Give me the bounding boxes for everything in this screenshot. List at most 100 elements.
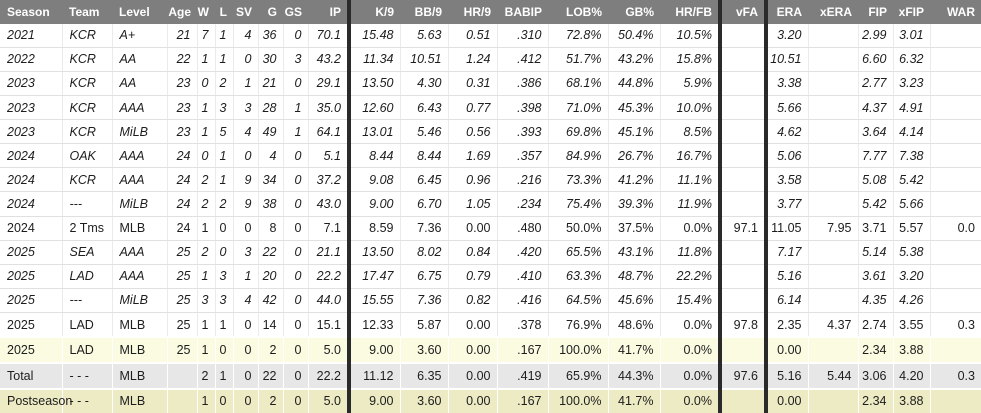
- cell-gb-pct: 39.3%: [608, 191, 661, 217]
- cell-fip: 5.14: [858, 240, 894, 265]
- column-header-babip[interactable]: BABIP: [497, 0, 548, 24]
- column-header-w[interactable]: W: [197, 0, 215, 24]
- cell-age: 24: [167, 216, 198, 241]
- column-header-xfip[interactable]: xFIP: [893, 0, 930, 24]
- cell-era: 11.05: [766, 216, 809, 241]
- cell-gs: 0: [283, 288, 309, 314]
- cell-gb-pct: 48.7%: [608, 264, 661, 289]
- cell-gs: 3: [283, 47, 309, 72]
- cell-vfa: [718, 387, 768, 413]
- cell-g: 8: [258, 216, 284, 241]
- cell-hrfb: 0.0%: [660, 336, 721, 364]
- cell-lob-pct: 84.9%: [548, 143, 609, 169]
- cell-age: 23: [167, 95, 198, 121]
- cell-hr9: 0.00: [448, 387, 498, 413]
- cell-hr9: 0.84: [448, 240, 498, 265]
- column-header-hrfb[interactable]: HR/FB: [660, 0, 720, 24]
- cell-season: 2025: [0, 240, 63, 265]
- cell-era: 7.17: [766, 240, 809, 265]
- column-header-era[interactable]: ERA: [766, 0, 808, 24]
- column-header-team[interactable]: Team: [62, 0, 112, 24]
- cell-w: 1: [197, 95, 216, 121]
- cell-gb-pct: 41.7%: [608, 336, 661, 364]
- cell-season: 2024: [0, 191, 63, 217]
- cell-hr9: 0.82: [448, 288, 498, 314]
- column-header-l[interactable]: L: [215, 0, 233, 24]
- table-row: 2023 KCR MiLB 23 1 5 4 49 1 64.1 13.01 5.46 0.56.393…: [0, 119, 981, 145]
- column-header-level[interactable]: Level: [112, 0, 167, 24]
- column-header-xera[interactable]: xERA: [808, 0, 858, 24]
- cell-level: AA: [112, 47, 168, 72]
- cell-gb-pct: 43.1%: [608, 240, 661, 265]
- cell-age: 24: [167, 143, 198, 169]
- column-header-gs[interactable]: GS: [283, 0, 308, 24]
- cell-babip: .167: [497, 387, 549, 413]
- cell-war: [930, 191, 981, 217]
- cell-babip: .416: [497, 288, 549, 314]
- cell-war: [930, 167, 981, 193]
- cell-level: AAA: [112, 167, 168, 193]
- cell-babip: .310: [497, 24, 549, 48]
- column-header-age[interactable]: Age: [167, 0, 197, 24]
- table-row: 2024 KCR AAA 24 2 1 9 34 0 37.2 9.08 6.45 0.96.216 73…: [0, 167, 981, 193]
- column-header-fip[interactable]: FIP: [858, 0, 893, 24]
- cell-l: 1: [215, 312, 234, 338]
- cell-sv: 3: [233, 95, 259, 121]
- cell-ip: 22.2: [308, 264, 350, 289]
- cell-gb-pct: 41.7%: [608, 387, 661, 413]
- table-row: 2025 SEA AAA 25 2 0 3 22 0 21.1 13.50 8.02 0.84.420 6…: [0, 240, 981, 265]
- cell-xera: [808, 167, 859, 193]
- cell-bb9: 6.35: [400, 362, 449, 390]
- column-header-gb-pct[interactable]: GB%: [608, 0, 660, 24]
- column-header-season[interactable]: Season: [0, 0, 62, 24]
- cell-level: MiLB: [112, 119, 168, 145]
- cell-war: 0.3: [930, 362, 981, 390]
- cell-hr9: 0.56: [448, 119, 498, 145]
- cell-ip: 29.1: [308, 71, 350, 97]
- cell-g: 2: [258, 336, 284, 364]
- cell-gs: 0: [283, 24, 309, 48]
- cell-lob-pct: 64.5%: [548, 288, 609, 314]
- column-header-sv[interactable]: SV: [233, 0, 258, 24]
- cell-hr9: 0.96: [448, 167, 498, 193]
- cell-hr9: 0.77: [448, 95, 498, 121]
- cell-war: [930, 288, 981, 314]
- column-header-k9[interactable]: K/9: [347, 0, 400, 24]
- cell-g: 38: [258, 191, 284, 217]
- cell-war: [930, 24, 981, 48]
- cell-ip: 5.0: [308, 387, 350, 413]
- cell-ip: 5.1: [308, 143, 350, 169]
- column-header-bb9[interactable]: BB/9: [400, 0, 448, 24]
- cell-ip: 64.1: [308, 119, 350, 145]
- cell-hrfb: 5.9%: [660, 71, 721, 97]
- column-header-vfa[interactable]: vFA: [718, 0, 768, 24]
- cell-age: 25: [167, 336, 198, 364]
- cell-xera: [808, 47, 859, 72]
- cell-xfip: 4.91: [893, 95, 931, 121]
- table-row: 2024 OAK AAA 24 0 1 0 4 0 5.1 8.44 8.44 1.69.357 84.9…: [0, 143, 981, 169]
- column-header-ip[interactable]: IP: [308, 0, 349, 24]
- cell-fip: 2.74: [858, 312, 894, 338]
- column-header-war[interactable]: WAR: [930, 0, 981, 24]
- cell-ip: 44.0: [308, 288, 350, 314]
- cell-xera: [808, 336, 859, 364]
- cell-season: Postseason: [0, 387, 72, 413]
- cell-xera: 4.37: [808, 312, 859, 338]
- cell-team: LAD: [62, 264, 113, 289]
- cell-season: 2025: [0, 312, 63, 338]
- cell-w: 1: [197, 336, 216, 364]
- cell-age: 25: [167, 312, 198, 338]
- cell-hrfb: 22.2%: [660, 264, 721, 289]
- cell-sv: 1: [233, 71, 259, 97]
- column-header-hr9[interactable]: HR/9: [448, 0, 497, 24]
- cell-w: 1: [197, 119, 216, 145]
- cell-fip: 3.61: [858, 264, 894, 289]
- cell-team: - - -: [62, 387, 113, 413]
- cell-gs: 0: [283, 216, 309, 241]
- column-header-lob-pct[interactable]: LOB%: [548, 0, 608, 24]
- cell-level: MLB: [112, 362, 168, 390]
- cell-hr9: 0.51: [448, 24, 498, 48]
- cell-lob-pct: 65.5%: [548, 240, 609, 265]
- stats-table-header: Season Team Level Age W L SV G GS IP K/9 BB/9 HR/9 BA…: [0, 0, 981, 24]
- column-header-g[interactable]: G: [258, 0, 283, 24]
